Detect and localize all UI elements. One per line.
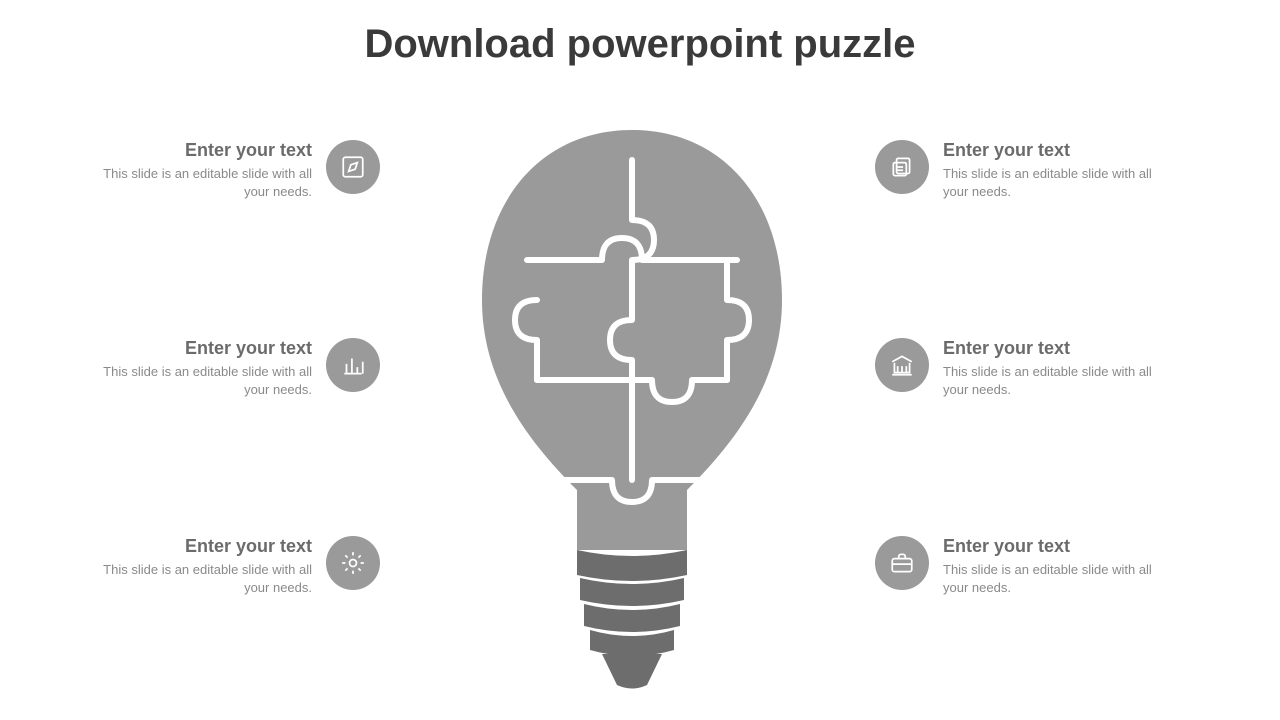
lightbulb-puzzle-graphic [482, 130, 782, 690]
list-item: Enter your text This slide is an editabl… [100, 338, 380, 398]
item-title: Enter your text [100, 536, 312, 557]
list-item: Enter your text This slide is an editabl… [875, 338, 1155, 398]
right-column: Enter your text This slide is an editabl… [875, 140, 1155, 596]
list-item: Enter your text This slide is an editabl… [875, 536, 1155, 596]
list-item: Enter your text This slide is an editabl… [100, 536, 380, 596]
item-desc: This slide is an editable slide with all… [100, 363, 312, 398]
briefcase-icon [875, 536, 929, 590]
chart-icon [326, 338, 380, 392]
item-title: Enter your text [100, 338, 312, 359]
page-title: Download powerpoint puzzle [0, 0, 1280, 67]
item-desc: This slide is an editable slide with all… [100, 561, 312, 596]
item-desc: This slide is an editable slide with all… [943, 561, 1155, 596]
list-item: Enter your text This slide is an editabl… [875, 140, 1155, 200]
docs-icon [875, 140, 929, 194]
item-desc: This slide is an editable slide with all… [100, 165, 312, 200]
item-title: Enter your text [100, 140, 312, 161]
list-item: Enter your text This slide is an editabl… [100, 140, 380, 200]
item-title: Enter your text [943, 536, 1155, 557]
bulb-base [577, 550, 687, 689]
item-title: Enter your text [943, 338, 1155, 359]
edit-icon [326, 140, 380, 194]
left-column: Enter your text This slide is an editabl… [100, 140, 380, 596]
item-desc: This slide is an editable slide with all… [943, 165, 1155, 200]
item-desc: This slide is an editable slide with all… [943, 363, 1155, 398]
item-title: Enter your text [943, 140, 1155, 161]
gear-icon [326, 536, 380, 590]
building-icon [875, 338, 929, 392]
diagram-stage: Enter your text This slide is an editabl… [0, 100, 1280, 720]
